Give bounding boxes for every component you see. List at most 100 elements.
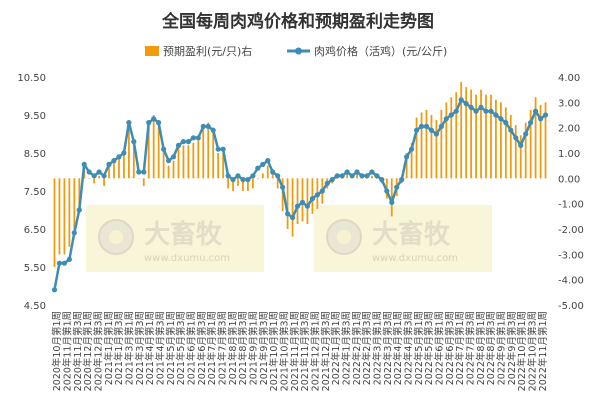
profit-bar [113, 160, 115, 179]
x-axis-tick-label: 2021年1月第1周 [103, 311, 115, 385]
price-point [418, 123, 425, 129]
x-axis-tick-label: 2022年3月第3周 [382, 311, 394, 385]
x-axis: 2020年10月第1周 2020年11月第1周 2020年11月第3周 2020年12… [51, 311, 549, 391]
price-point [364, 173, 370, 179]
x-axis-tick-label: 2022年6月第1周 [434, 311, 446, 385]
profit-bar [222, 153, 225, 179]
profit-bar [514, 125, 517, 179]
price-point [488, 108, 494, 114]
x-axis-tick-label: 2021年11月第1周 [289, 311, 301, 391]
profit-bar [167, 165, 170, 179]
profit-bar [504, 107, 507, 179]
right-axis-tick-label: -1.00 [558, 200, 584, 211]
profit-bar [410, 142, 413, 179]
price-point [478, 104, 484, 110]
profit-bar [336, 178, 339, 179]
price-point [175, 142, 182, 148]
profit-bar [415, 117, 418, 179]
price-point [116, 154, 122, 160]
profit-bar [361, 178, 363, 179]
watermark-brand: 大畜牧 [372, 219, 451, 250]
price-point [304, 203, 310, 209]
price-point [141, 169, 147, 175]
profit-bar [237, 178, 239, 186]
price-point [344, 169, 350, 175]
watermark-logo-inner-icon [109, 230, 123, 244]
x-axis-tick-label: 2021年10月第3周 [279, 311, 291, 391]
price-point [319, 188, 325, 194]
profit-bar [485, 94, 487, 179]
legend-bar-swatch [145, 46, 159, 56]
profit-bar [470, 89, 473, 179]
profit-bar [539, 104, 542, 179]
price-point [438, 123, 444, 129]
profit-bar [534, 97, 537, 179]
price-point [131, 139, 137, 145]
x-axis-tick-label: 2021年5月第1周 [165, 311, 177, 385]
x-axis-tick-label: 2022年1月第3周 [341, 311, 353, 385]
profit-bar [142, 178, 145, 186]
profit-bar [202, 125, 205, 179]
x-axis-tick-label: 2020年11月第3周 [72, 311, 84, 391]
price-point [468, 104, 474, 110]
price-point [428, 127, 434, 133]
profit-bar [460, 82, 463, 179]
left-axis-tick-label: 8.50 [24, 149, 46, 160]
x-axis-tick-label: 2022年7月第1周 [454, 311, 466, 385]
x-axis-tick-label: 2021年6月第3周 [196, 311, 208, 385]
profit-bar [207, 122, 210, 179]
price-point [170, 154, 177, 160]
profit-bar [509, 115, 512, 179]
price-point [185, 139, 191, 145]
price-point [111, 158, 117, 164]
profit-bar [93, 178, 96, 184]
x-axis-tick-label: 2022年4月第3周 [403, 311, 415, 385]
x-axis-tick-label: 2022年4月第1周 [392, 311, 404, 385]
price-point [538, 116, 544, 122]
x-axis-tick-label: 2021年7月第3周 [217, 311, 229, 385]
profit-bar [78, 178, 81, 212]
price-point [81, 161, 87, 167]
price-point [76, 207, 82, 213]
price-point [299, 199, 306, 205]
profit-bar [177, 142, 180, 179]
x-axis-tick-label: 2021年4月第3周 [155, 311, 167, 385]
profit-bar [341, 178, 344, 179]
price-point [409, 146, 415, 152]
price-point [126, 120, 132, 126]
legend-line-label: 肉鸡价格（活鸡）(元/公斤) [314, 44, 447, 58]
x-axis-tick-label: 2022年9月第3周 [506, 311, 518, 385]
right-axis: -5.00 -4.00 -3.00 -2.00 -1.00 0.00 1.00 2.00 3.0… [558, 73, 584, 312]
x-axis-tick-label: 2021年8月第3周 [237, 311, 249, 385]
profit-bar [251, 178, 254, 189]
profit-bar [286, 178, 289, 229]
profit-bar [271, 173, 274, 179]
price-line [51, 97, 549, 293]
price-point [101, 173, 107, 179]
price-point [354, 169, 360, 175]
x-axis-tick-label: 2022年1月第1周 [330, 311, 342, 385]
right-axis-tick-label: 1.00 [558, 149, 580, 160]
profit-bar [157, 122, 160, 179]
left-axis-tick-label: 4.50 [24, 301, 46, 312]
price-point [56, 260, 63, 266]
left-axis-tick-label: 7.50 [24, 187, 46, 198]
price-point [200, 123, 206, 129]
profit-bar [499, 102, 502, 179]
profit-bar [63, 178, 66, 255]
profit-bar [346, 173, 349, 179]
profit-bar [450, 97, 453, 179]
price-point [245, 177, 251, 183]
price-point [66, 256, 72, 262]
profit-bar [123, 155, 125, 179]
price-point [275, 173, 281, 179]
price-point [443, 116, 449, 122]
x-axis-tick-label: 2020年10月第1周 [51, 311, 63, 391]
profit-bar [162, 145, 165, 179]
x-axis-tick-label: 2021年4月第1周 [144, 311, 156, 385]
profit-bar [108, 165, 110, 179]
profit-bar [544, 102, 547, 179]
x-axis-tick-label: 2022年11月第1周 [537, 311, 549, 391]
price-point [156, 120, 162, 126]
price-point [523, 131, 529, 137]
